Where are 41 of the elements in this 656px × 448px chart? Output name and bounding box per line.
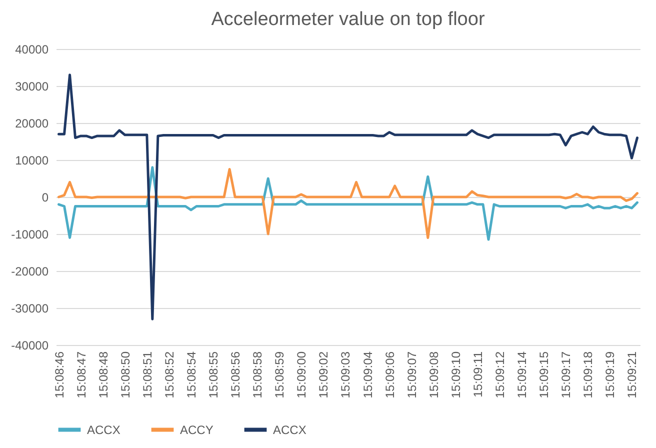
x-tick-label: 15:08:51	[140, 351, 154, 398]
legend-label: ACCY	[180, 422, 214, 437]
x-tick-label: 15:08:58	[250, 351, 265, 398]
x-tick-label: 15:08:52	[162, 351, 176, 398]
x-tick-label: 15:09:10	[448, 351, 463, 398]
x-tick-label: 15:09:18	[581, 351, 596, 398]
x-tick-label: 15:09:12	[493, 351, 508, 398]
x-tick-label: 15:09:00	[294, 351, 309, 398]
x-tick-label: 15:09:07	[404, 351, 419, 398]
y-tick-label: -10000	[11, 228, 49, 242]
x-tick-label: 15:09:08	[426, 351, 441, 398]
x-tick-label: 15:08:47	[74, 351, 88, 398]
x-tick-label: 15:08:46	[52, 351, 66, 398]
y-tick-label: -40000	[11, 338, 49, 352]
y-tick-label: 20000	[15, 116, 49, 130]
chart-title: Acceleormeter value on top floor	[211, 9, 486, 30]
x-tick-label: 15:09:21	[625, 351, 640, 398]
x-tick-label: 15:09:04	[360, 351, 375, 398]
x-tick-label: 15:09:14	[515, 351, 530, 398]
y-tick-label: 30000	[15, 80, 49, 94]
y-tick-label: 40000	[15, 42, 49, 56]
y-tick-label: -30000	[11, 302, 49, 316]
x-tick-label: 15:08:55	[206, 351, 221, 398]
x-tick-label: 15:09:02	[316, 351, 331, 398]
x-tick-label: 15:09:15	[537, 351, 552, 398]
y-tick-label: 10000	[15, 154, 49, 168]
y-tick-label: 0	[42, 190, 49, 204]
legend-label: ACCX	[273, 422, 306, 437]
y-tick-label: -20000	[11, 264, 49, 278]
x-tick-label: 15:08:56	[228, 351, 243, 398]
legend-label: ACCX	[87, 422, 120, 437]
x-tick-label: 15:09:17	[559, 351, 574, 398]
x-tick-label: 15:09:11	[470, 351, 485, 398]
x-tick-label: 15:08:54	[184, 351, 198, 398]
x-tick-label: 15:08:50	[118, 351, 132, 398]
x-tick-label: 15:09:19	[603, 351, 618, 398]
x-tick-label: 15:09:06	[382, 351, 397, 398]
line-series	[58, 74, 638, 320]
x-tick-label: 15:08:48	[96, 351, 110, 398]
x-tick-label: 15:08:59	[272, 351, 287, 398]
x-tick-label: 15:09:03	[338, 351, 353, 398]
